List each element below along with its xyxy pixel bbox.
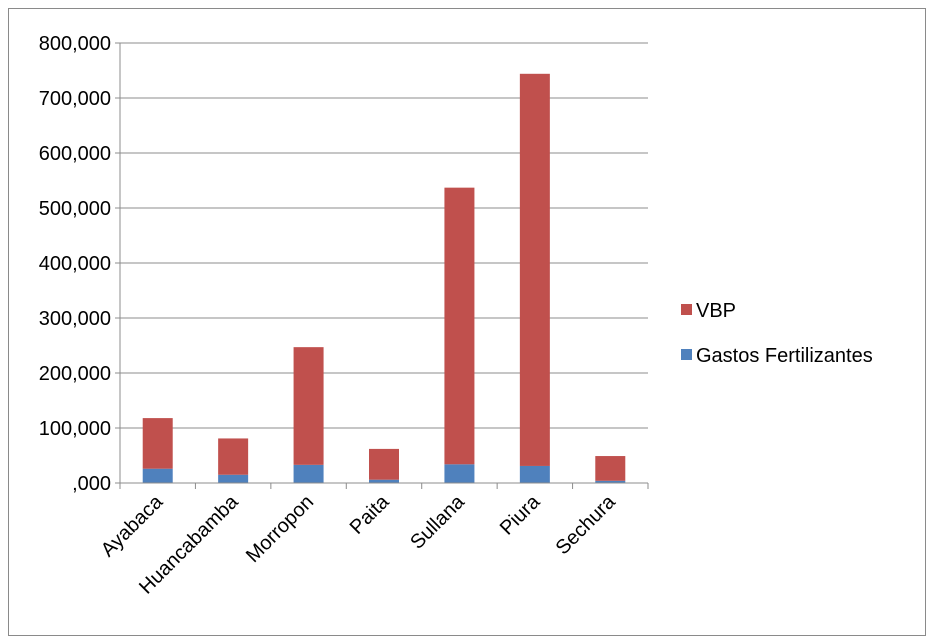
bar-vbp-morropon <box>293 347 324 465</box>
y-tick-label: 500,000 <box>39 198 111 220</box>
bar-gastos-fertilizantes-morropon <box>293 464 324 483</box>
bar-gastos-fertilizantes-sechura <box>595 480 626 483</box>
bar-vbp-piura <box>519 73 550 466</box>
legend-label: VBP <box>696 300 736 322</box>
y-tick-label: 800,000 <box>39 33 111 55</box>
x-tick-label: Piura <box>496 490 545 539</box>
legend-swatch <box>681 304 692 315</box>
y-tick-label: 200,000 <box>39 363 111 385</box>
x-tick-label: Morropon <box>242 491 318 567</box>
x-tick-label: Sullana <box>406 490 469 553</box>
bar-gastos-fertilizantes-ayabaca <box>142 468 173 483</box>
y-tick-label: 600,000 <box>39 143 111 165</box>
x-tick-label: Paita <box>346 490 394 538</box>
gridlines <box>120 42 648 429</box>
legend-label: Gastos Fertilizantes <box>696 345 873 367</box>
y-tick-label: 700,000 <box>39 88 111 110</box>
x-tick-label: Sechura <box>552 490 621 559</box>
legend: VBP Gastos Fertilizantes <box>681 300 873 367</box>
bar-vbp-sechura <box>595 456 626 481</box>
bar-gastos-fertilizantes-piura <box>519 465 550 483</box>
y-tick-label: 400,000 <box>39 253 111 275</box>
bar-gastos-fertilizantes-sullana <box>444 464 475 483</box>
bar-vbp-paita <box>369 448 399 480</box>
y-tick-label: ,000 <box>72 473 111 495</box>
y-tick-label: 100,000 <box>39 418 111 440</box>
bar-gastos-fertilizantes-paita <box>369 479 399 483</box>
y-axis: ,000 100,000 200,000 300,000 400,000 500,000 6… <box>39 33 121 495</box>
bars <box>142 73 626 483</box>
bar-vbp-huancabamba <box>218 438 249 475</box>
y-tick-label: 300,000 <box>39 308 111 330</box>
x-tick-label: Ayabaca <box>97 490 168 561</box>
bar-vbp-ayabaca <box>142 418 173 469</box>
bar-gastos-fertilizantes-huancabamba <box>218 474 249 483</box>
bar-vbp-sullana <box>444 187 475 465</box>
legend-swatch <box>681 349 692 360</box>
